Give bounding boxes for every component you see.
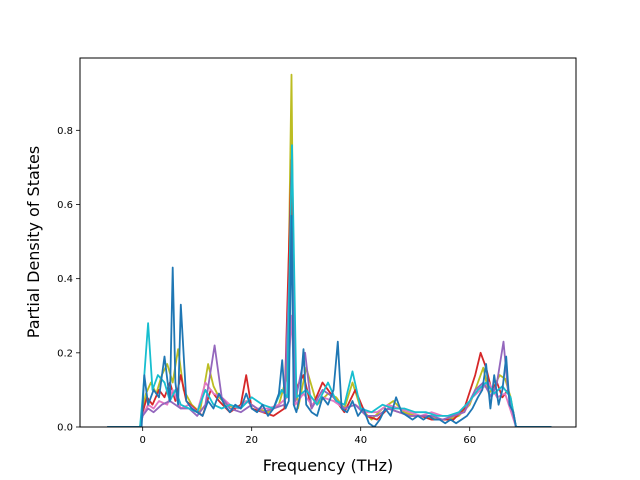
axes-frame <box>79 57 577 428</box>
series-line-6 <box>107 214 552 427</box>
x-tick-label: 0 <box>139 435 145 446</box>
x-tick-label: 20 <box>245 435 258 446</box>
x-tick-label: 60 <box>463 435 476 446</box>
y-tick-label: 0.2 <box>57 348 73 359</box>
y-tick-label: 0.4 <box>57 274 73 285</box>
y-tick-label: 0.0 <box>57 423 73 434</box>
y-tick-label: 0.8 <box>57 126 73 137</box>
y-axis-label: Partial Density of States <box>24 146 43 338</box>
series-layer <box>107 73 552 427</box>
y-axis-ticks: 0.0 0.2 0.4 0.6 0.8 <box>57 126 80 434</box>
series-line-2 <box>107 159 552 427</box>
x-axis-ticks: 0 20 40 60 <box>139 427 476 446</box>
y-tick-label: 0.6 <box>57 200 73 211</box>
x-tick-label: 40 <box>354 435 367 446</box>
series-line-5 <box>107 144 552 427</box>
x-axis-label: Frequency (THz) <box>263 456 393 475</box>
plot-area <box>80 58 576 427</box>
